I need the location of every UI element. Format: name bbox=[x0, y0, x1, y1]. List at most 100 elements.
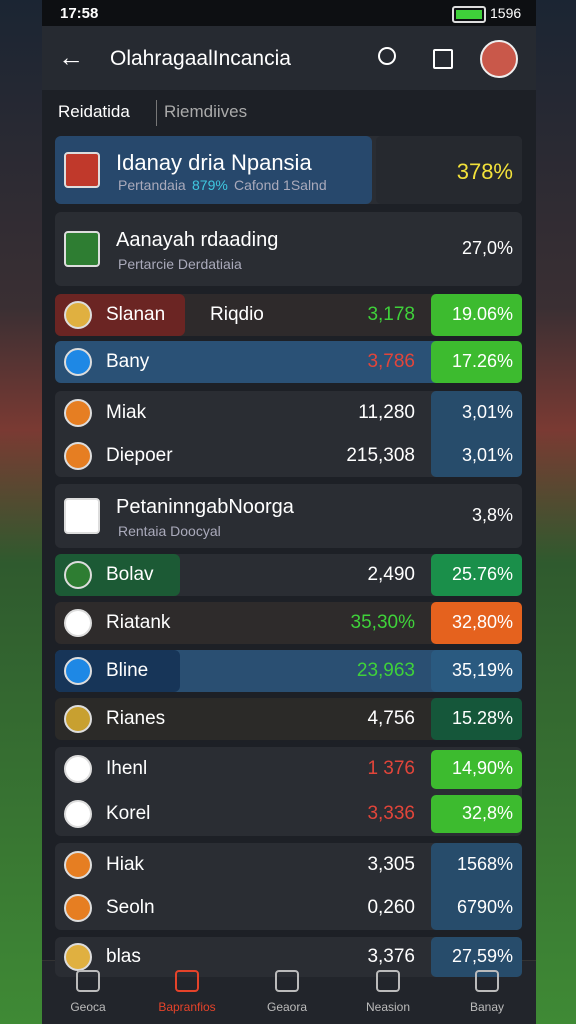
tab[interactable]: Reidatida bbox=[58, 102, 130, 121]
team-name: Rianes bbox=[106, 708, 166, 729]
percent: 32,80% bbox=[451, 612, 513, 632]
team-name: Seoln bbox=[106, 897, 155, 919]
percent-box bbox=[431, 602, 522, 644]
avatar[interactable] bbox=[480, 40, 518, 78]
team-name: Hiak bbox=[106, 853, 145, 875]
nav-label[interactable]: Banay bbox=[469, 1000, 505, 1014]
team-name: Riatank bbox=[106, 612, 171, 633]
percent: 3,8% bbox=[471, 505, 513, 525]
team-name: Diepoer bbox=[106, 444, 173, 466]
header-title: OlahragaalIncancia bbox=[110, 47, 291, 70]
count: 1 376 bbox=[367, 758, 415, 780]
team-name: Ihenl bbox=[106, 758, 148, 780]
card[interactable] bbox=[55, 484, 522, 548]
team-icon bbox=[64, 755, 92, 784]
team-icon bbox=[64, 152, 100, 188]
team-icon bbox=[64, 561, 92, 589]
nav-icon[interactable] bbox=[175, 970, 199, 992]
count: 3,178 bbox=[367, 304, 415, 325]
team-icon bbox=[64, 441, 92, 470]
count: 35,30% bbox=[350, 612, 415, 633]
team-name: Bany bbox=[106, 351, 150, 372]
nav-icon[interactable] bbox=[76, 970, 100, 992]
percent-box bbox=[431, 391, 522, 477]
team-name: Slanan bbox=[106, 304, 166, 325]
team-icon bbox=[64, 657, 92, 685]
count: 11,280 bbox=[358, 401, 415, 423]
percent: 27,0% bbox=[461, 238, 513, 258]
battery-icon bbox=[452, 6, 486, 23]
nav-icon[interactable] bbox=[275, 970, 299, 992]
team-detail: Pertarcie Derdatiaia bbox=[118, 256, 242, 272]
percent-box bbox=[431, 554, 522, 596]
percent: 378% bbox=[456, 159, 513, 184]
team-icon bbox=[64, 498, 100, 534]
team-icon bbox=[64, 231, 100, 267]
count: 3,336 bbox=[367, 802, 415, 824]
percent: 6790% bbox=[456, 897, 513, 918]
team-icon bbox=[64, 705, 92, 733]
count: 2,490 bbox=[367, 564, 415, 585]
tab[interactable]: Riemdiives bbox=[164, 102, 248, 121]
team-icon bbox=[64, 850, 92, 879]
nav-icon[interactable] bbox=[376, 970, 400, 992]
team-detail: Rentaia Doocyal bbox=[118, 523, 221, 539]
percent: 1568% bbox=[456, 853, 513, 874]
nav-label[interactable]: Bapranfios bbox=[158, 1000, 216, 1014]
status-battery: 1596 bbox=[490, 5, 522, 21]
count: 3,376 bbox=[367, 946, 415, 967]
team-detail: 879% bbox=[192, 177, 228, 193]
count: 3,305 bbox=[367, 853, 415, 875]
team-name: blas bbox=[106, 946, 141, 967]
nav-label[interactable]: Geoca bbox=[70, 1000, 106, 1014]
percent-box bbox=[431, 698, 522, 740]
team-name: Bline bbox=[106, 660, 149, 681]
percent: 14,90% bbox=[451, 758, 513, 779]
percent-box bbox=[431, 341, 522, 383]
team-detail: Pertandaia bbox=[118, 177, 186, 193]
percent-box bbox=[431, 750, 522, 789]
percent: 3,01% bbox=[461, 444, 513, 465]
percent: 35,19% bbox=[451, 660, 513, 680]
percent: 25.76% bbox=[451, 564, 513, 584]
team-icon bbox=[64, 894, 92, 923]
team-name: PetaninngabNoorga bbox=[116, 496, 294, 518]
team-name: Idanay dria Npansia bbox=[116, 150, 312, 175]
team-name: Bolav bbox=[106, 564, 154, 585]
percent-box bbox=[431, 650, 522, 692]
percent-box bbox=[431, 794, 522, 833]
card[interactable] bbox=[55, 212, 522, 286]
team-icon bbox=[64, 799, 92, 828]
count: 23,963 bbox=[356, 660, 415, 681]
nav-label[interactable]: Geaora bbox=[266, 1000, 308, 1014]
team-icon bbox=[64, 398, 92, 427]
search-button[interactable] bbox=[378, 47, 396, 65]
nav-label[interactable]: Neasion bbox=[365, 1000, 411, 1014]
percent: 32,8% bbox=[461, 802, 513, 823]
count: 4,756 bbox=[367, 708, 415, 729]
team-name: Korel bbox=[106, 802, 151, 824]
count: 215,308 bbox=[346, 444, 415, 466]
team-icon bbox=[64, 943, 92, 971]
bag-button[interactable] bbox=[433, 49, 453, 69]
team-name: Miak bbox=[106, 401, 147, 423]
status-time: 17:58 bbox=[60, 5, 99, 22]
back-button[interactable]: ← bbox=[58, 42, 84, 72]
tab-divider bbox=[156, 100, 157, 126]
percent: 3,01% bbox=[461, 401, 513, 422]
percent: 27,59% bbox=[451, 946, 513, 966]
card-highlight bbox=[55, 136, 372, 204]
match-tag: Riqdio bbox=[210, 304, 264, 325]
nav-icon[interactable] bbox=[475, 970, 499, 992]
team-icon bbox=[64, 301, 92, 329]
percent: 19.06% bbox=[451, 304, 513, 324]
count: 3,786 bbox=[367, 351, 415, 372]
percent: 15.28% bbox=[451, 708, 513, 728]
team-icon bbox=[64, 609, 92, 637]
percent: 17.26% bbox=[451, 351, 513, 371]
percent-box bbox=[431, 843, 522, 930]
percent-box bbox=[376, 136, 522, 204]
count: 0,260 bbox=[367, 897, 415, 919]
app-header bbox=[42, 26, 536, 90]
